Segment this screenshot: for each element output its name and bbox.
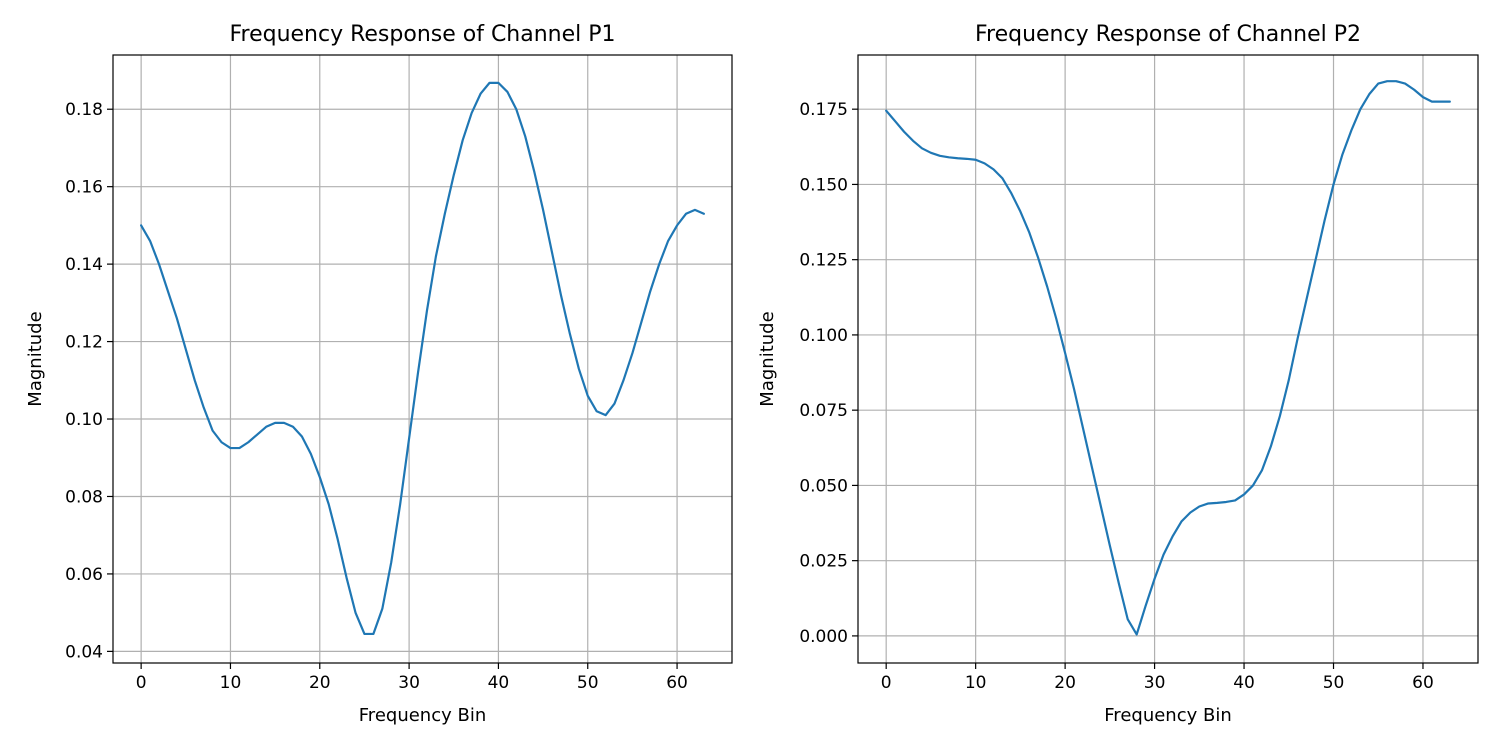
y-tick-label: 0.050 — [799, 476, 848, 496]
chart-panel-p1: 0 10 20 30 40 50 60 0.04 0.06 0.08 0.10 0.12 0.14 0.1… — [25, 22, 733, 726]
x-tick-label: 20 — [1054, 673, 1076, 693]
x-tick-label: 20 — [309, 673, 331, 693]
y-tick-label: 0.000 — [799, 627, 848, 647]
y-tick-label: 0.12 — [65, 333, 103, 353]
axis-ticks: 0 10 20 30 40 50 60 0.000 0.025 0.050 0.075 0.100 0.… — [799, 100, 1433, 693]
x-axis-label: Frequency Bin — [359, 705, 486, 726]
chart-title: Frequency Response of Channel P1 — [229, 22, 615, 47]
x-tick-label: 0 — [136, 673, 147, 693]
y-tick-label: 0.06 — [65, 565, 103, 585]
axis-ticks: 0 10 20 30 40 50 60 0.04 0.06 0.08 0.10 0.12 0.14 0.1… — [65, 100, 688, 693]
plot-area-frame — [857, 54, 1479, 664]
y-tick-label: 0.14 — [65, 255, 103, 275]
x-axis-label: Frequency Bin — [1104, 705, 1231, 726]
x-tick-label: 30 — [398, 673, 420, 693]
x-tick-label: 0 — [881, 673, 892, 693]
x-tick-label: 60 — [666, 673, 688, 693]
y-tick-label: 0.025 — [799, 552, 848, 572]
y-tick-label: 0.04 — [65, 642, 103, 662]
grid-lines — [113, 55, 732, 663]
x-tick-label: 10 — [965, 673, 987, 693]
x-tick-label: 60 — [1412, 673, 1434, 693]
plot-area-frame — [112, 54, 733, 664]
x-tick-label: 50 — [1323, 673, 1345, 693]
y-tick-label: 0.16 — [65, 178, 103, 198]
y-tick-label: 0.08 — [65, 487, 103, 507]
y-tick-label: 0.075 — [799, 401, 848, 421]
y-tick-label: 0.10 — [65, 410, 103, 430]
chart-title: Frequency Response of Channel P2 — [975, 22, 1361, 47]
chart-panel-p2: 0 10 20 30 40 50 60 0.000 0.025 0.050 0.075 0.100 0.… — [757, 22, 1479, 726]
y-axis-label: Magnitude — [25, 311, 46, 406]
grid-lines — [858, 55, 1478, 663]
y-tick-label: 0.175 — [799, 100, 848, 120]
x-tick-label: 10 — [220, 673, 242, 693]
x-tick-label: 40 — [488, 673, 510, 693]
y-axis-label: Magnitude — [757, 311, 778, 406]
y-tick-label: 0.100 — [799, 326, 848, 346]
y-tick-label: 0.150 — [799, 175, 848, 195]
x-tick-label: 30 — [1144, 673, 1166, 693]
y-tick-label: 0.18 — [65, 100, 103, 120]
series-line-p1 — [140, 81, 705, 636]
x-tick-label: 50 — [577, 673, 599, 693]
y-tick-label: 0.125 — [799, 251, 848, 271]
series-line-p2 — [885, 80, 1451, 636]
x-tick-label: 40 — [1233, 673, 1255, 693]
